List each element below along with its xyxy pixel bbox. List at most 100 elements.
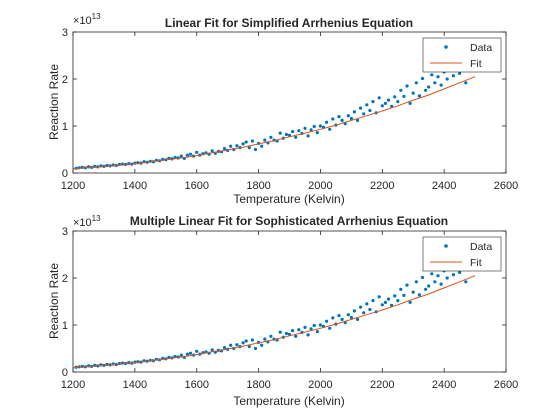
data-point [362, 311, 366, 315]
data-point [417, 293, 421, 297]
data-point [408, 300, 412, 304]
data-point [188, 351, 193, 355]
data-point [439, 282, 443, 286]
data-point [380, 303, 384, 307]
data-point [179, 353, 183, 357]
data-point [309, 327, 313, 331]
data-point [291, 329, 295, 333]
legend-entry-fit: Fit [470, 257, 482, 269]
legend-entry-data: Data [470, 42, 492, 54]
y-multiplier-base: ×10 [73, 15, 92, 27]
data-point [433, 81, 437, 85]
x-tick-label: 1200 [61, 180, 85, 192]
data-point [210, 149, 214, 153]
data-point [464, 81, 468, 85]
x-tick-label: 1800 [246, 379, 270, 391]
x-axis-label: Temperature (Kelvin) [233, 394, 344, 408]
data-point [371, 100, 375, 104]
data-point [346, 313, 350, 317]
x-tick-label: 1600 [184, 180, 208, 192]
data-point [451, 273, 455, 277]
data-point [260, 144, 264, 148]
data-point [331, 117, 335, 121]
data-point [328, 127, 332, 131]
x-tick-label: 1200 [61, 379, 85, 391]
data-point [386, 98, 391, 102]
data-point [185, 352, 189, 356]
data-point [427, 284, 431, 288]
y-axis-multiplier: ×1013 [73, 12, 101, 27]
y-multiplier-exponent: 13 [92, 214, 101, 223]
data-point [269, 334, 273, 338]
x-tick-label: 2200 [370, 180, 394, 192]
chart-bottom: Multiple Linear Fit for Sophisticated Ar… [47, 214, 518, 408]
data-point [436, 274, 440, 278]
data-point [458, 270, 462, 274]
fit-line [72, 275, 476, 369]
data-point [420, 275, 425, 280]
y-tick-label: 1 [62, 320, 68, 332]
data-point [445, 276, 449, 280]
data-point [325, 120, 329, 124]
data-point [359, 106, 363, 110]
data-point [414, 81, 418, 85]
data-point [402, 94, 406, 98]
data-layer [72, 262, 476, 369]
data-point [430, 73, 434, 77]
data-point [427, 85, 431, 89]
axes-box [72, 230, 507, 373]
fit-line [72, 76, 476, 170]
data-point [222, 147, 227, 151]
data-point [340, 317, 344, 321]
legend: Data Fit [422, 37, 502, 73]
data-point [269, 135, 273, 139]
data-point [399, 88, 403, 92]
y-axis-multiplier: ×1013 [73, 214, 101, 229]
data-point [312, 323, 316, 328]
data-point [241, 142, 245, 146]
x-tick-label: 1600 [184, 379, 208, 391]
data-point [424, 287, 428, 291]
data-point [263, 337, 267, 341]
x-tick-label: 2200 [370, 379, 394, 391]
y-tick-label: 0 [62, 168, 68, 180]
data-point [244, 339, 248, 343]
data-point [185, 153, 189, 157]
data-point [396, 100, 400, 104]
data-point [371, 299, 375, 303]
data-point [303, 325, 307, 329]
data-point [284, 132, 288, 137]
data-point [368, 307, 372, 312]
data-point [464, 280, 468, 284]
x-tick-label: 2400 [432, 379, 456, 391]
data-point [306, 134, 310, 138]
data-point [393, 294, 397, 298]
data-point [368, 108, 372, 113]
chart-title: Linear Fit for Simplified Arrhenius Equa… [165, 16, 413, 30]
legend-box [422, 37, 502, 73]
data-point [430, 272, 434, 276]
y-tick-label: 3 [62, 27, 68, 39]
data-point [297, 129, 301, 133]
data-point [247, 146, 251, 150]
data-point [260, 343, 264, 347]
data-point [244, 140, 248, 144]
data-point [229, 144, 233, 148]
legend-entry-data: Data [470, 241, 492, 253]
ticks-layer: 1200 1400 1600 1800 2000 2200 2400 2600 0 1 2 3 [61, 226, 518, 391]
data-point [383, 101, 387, 105]
y-tick-label: 2 [62, 74, 68, 86]
data-point [420, 76, 425, 81]
data-point [352, 110, 356, 114]
x-tick-label: 2600 [494, 379, 518, 391]
x-tick-label: 2000 [308, 379, 332, 391]
data-point [337, 115, 341, 119]
x-tick-label: 2400 [432, 180, 456, 192]
x-tick-label: 2000 [308, 180, 332, 192]
data-point [195, 150, 199, 154]
data-point [263, 138, 267, 142]
y-tick-label: 0 [62, 367, 68, 379]
legend-data-marker [444, 45, 448, 49]
data-layer [72, 63, 476, 170]
data-point [235, 343, 239, 347]
